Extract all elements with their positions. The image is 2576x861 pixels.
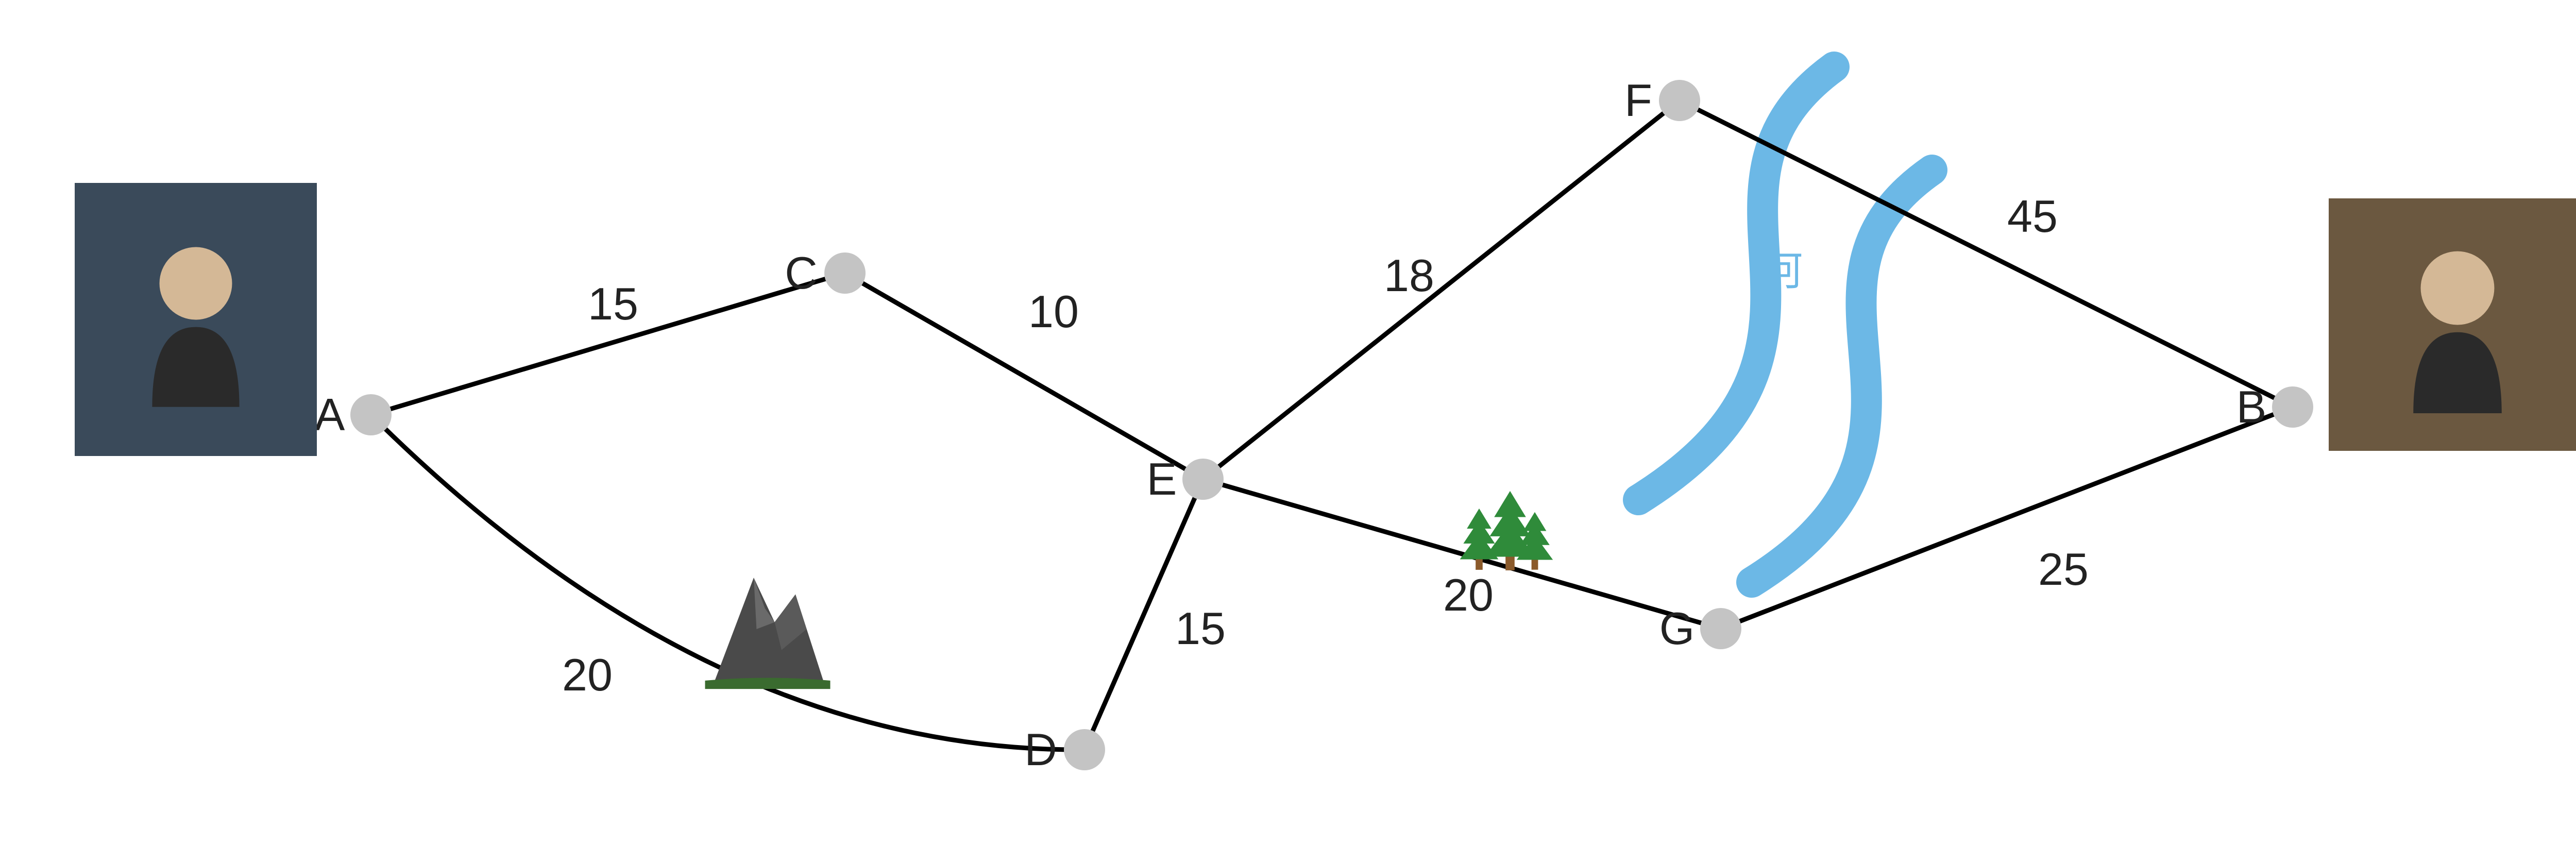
node-label-D: D [1024,723,1057,776]
edge-weight-A-D: 20 [562,649,613,701]
node-F [1659,80,1700,121]
node-C [824,252,866,294]
river-label: 河 [1762,239,1803,297]
node-label-G: G [1659,602,1694,655]
node-label-F: F [1624,74,1652,127]
graph-diagram: 1520101518204525ACDEFGB河 [0,0,2576,861]
edge-weight-D-E: 15 [1175,602,1226,655]
river-stroke-0 [1638,67,1834,500]
node-label-A: A [315,389,345,441]
edge-weight-E-F: 18 [1384,249,1434,302]
node-A [350,394,392,435]
node-label-B: B [2236,381,2267,433]
node-label-E: E [1147,453,1177,505]
edge-C-E [845,273,1203,479]
mountain-icon [698,553,837,695]
node-D [1064,729,1105,770]
edge-weight-C-E: 10 [1028,285,1079,338]
edge-E-F [1203,100,1680,479]
portrait-right-icon [2329,198,2576,451]
portrait-left-icon [75,183,317,456]
river-stroke-1 [1752,170,1932,582]
node-label-C: C [785,247,818,299]
trees-icon [1450,481,1553,586]
edge-G-B [1721,407,2293,629]
node-B [2272,386,2313,428]
edge-weight-A-C: 15 [588,278,638,330]
edge-weight-G-B: 25 [2038,543,2089,596]
node-G [1700,608,1741,649]
edge-weight-F-B: 45 [2007,190,2058,243]
node-E [1182,459,1224,500]
graph-svg-layer [0,0,2576,861]
